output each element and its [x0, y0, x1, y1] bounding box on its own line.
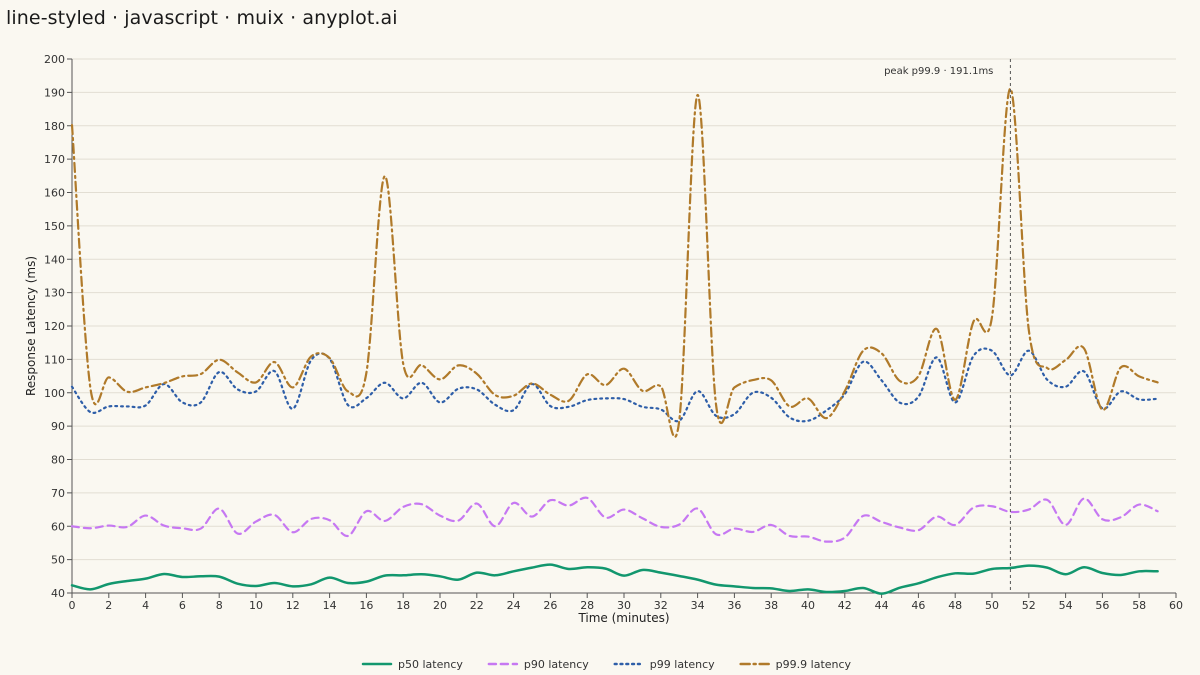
x-tick-label: 34: [691, 599, 705, 612]
grid-layer: [72, 58, 1176, 594]
y-tick-label: 80: [51, 454, 65, 467]
y-tick-label: 130: [44, 287, 65, 300]
x-tick-label: 0: [69, 599, 76, 612]
y-tick-label: 170: [44, 153, 65, 166]
x-tick-label: 52: [1022, 599, 1036, 612]
x-tick-label: 32: [654, 599, 668, 612]
series-line-p99-latency: [70, 347, 1159, 423]
y-tick-label: 70: [51, 487, 65, 500]
x-tick-label: 20: [433, 599, 447, 612]
x-tick-label: 10: [249, 599, 263, 612]
legend-item: p99 latency: [613, 658, 715, 671]
y-tick-label: 160: [44, 187, 65, 200]
x-tick-label: 2: [105, 599, 112, 612]
y-tick-label: 200: [44, 53, 65, 66]
x-tick-label: 38: [764, 599, 778, 612]
legend-item: p90 latency: [487, 658, 589, 671]
x-tick-label: 48: [948, 599, 962, 612]
y-tick-label: 140: [44, 253, 65, 266]
y-tick-label: 120: [44, 320, 65, 333]
x-tick-label: 26: [543, 599, 557, 612]
x-tick-label: 50: [985, 599, 999, 612]
x-tick-label: 56: [1095, 599, 1109, 612]
page-title: line-styled · javascript · muix · anyplo…: [6, 7, 398, 29]
y-tick-label: 190: [44, 86, 65, 99]
x-tick-label: 44: [875, 599, 889, 612]
x-tick-label: 46: [911, 599, 925, 612]
x-tick-label: 40: [801, 599, 815, 612]
x-tick-label: 30: [617, 599, 631, 612]
x-tick-label: 6: [179, 599, 186, 612]
x-axis-title: Time (minutes): [577, 611, 669, 625]
x-tick-label: 8: [216, 599, 223, 612]
legend-label: p90 latency: [524, 658, 589, 671]
x-tick-label: 4: [142, 599, 149, 612]
peak-annotation-label: peak p99.9 · 191.1ms: [884, 66, 993, 77]
x-tick-label: 12: [286, 599, 300, 612]
legend-label: p99 latency: [650, 658, 715, 671]
x-tick-label: 18: [396, 599, 410, 612]
x-tick-label: 16: [359, 599, 373, 612]
x-tick-label: 60: [1169, 599, 1183, 612]
y-tick-label: 100: [44, 387, 65, 400]
x-tick-label: 36: [727, 599, 741, 612]
axes-layer: 4050607080901001101201301401501601701801…: [44, 53, 1183, 612]
x-tick-label: 58: [1132, 599, 1146, 612]
annotation-layer: peak p99.9 · 191.1ms: [884, 59, 1011, 593]
series-line-p90-latency: [70, 496, 1159, 543]
legend-item: p50 latency: [361, 658, 463, 671]
legend: p50 latency p90 latency p99 latency p99.9 l…: [361, 658, 852, 671]
series-line-p99-9-latency: [70, 87, 1159, 438]
series-line-p50-latency: [70, 563, 1159, 595]
y-tick-label: 40: [51, 587, 65, 600]
y-tick-label: 150: [44, 220, 65, 233]
x-tick-label: 14: [323, 599, 337, 612]
y-axis-title: Response Latency (ms): [24, 256, 38, 396]
x-tick-label: 42: [838, 599, 852, 612]
legend-item: p99.9 latency: [739, 658, 852, 671]
x-tick-label: 54: [1059, 599, 1073, 612]
legend-label: p99.9 latency: [776, 658, 852, 671]
x-tick-label: 24: [507, 599, 521, 612]
y-tick-label: 60: [51, 520, 65, 533]
y-tick-label: 110: [44, 353, 65, 366]
y-tick-label: 90: [51, 420, 65, 433]
x-tick-label: 28: [580, 599, 594, 612]
y-tick-label: 50: [51, 554, 65, 567]
legend-label: p50 latency: [398, 658, 463, 671]
series-layer: [70, 87, 1159, 595]
y-tick-label: 180: [44, 120, 65, 133]
x-tick-label: 22: [470, 599, 484, 612]
